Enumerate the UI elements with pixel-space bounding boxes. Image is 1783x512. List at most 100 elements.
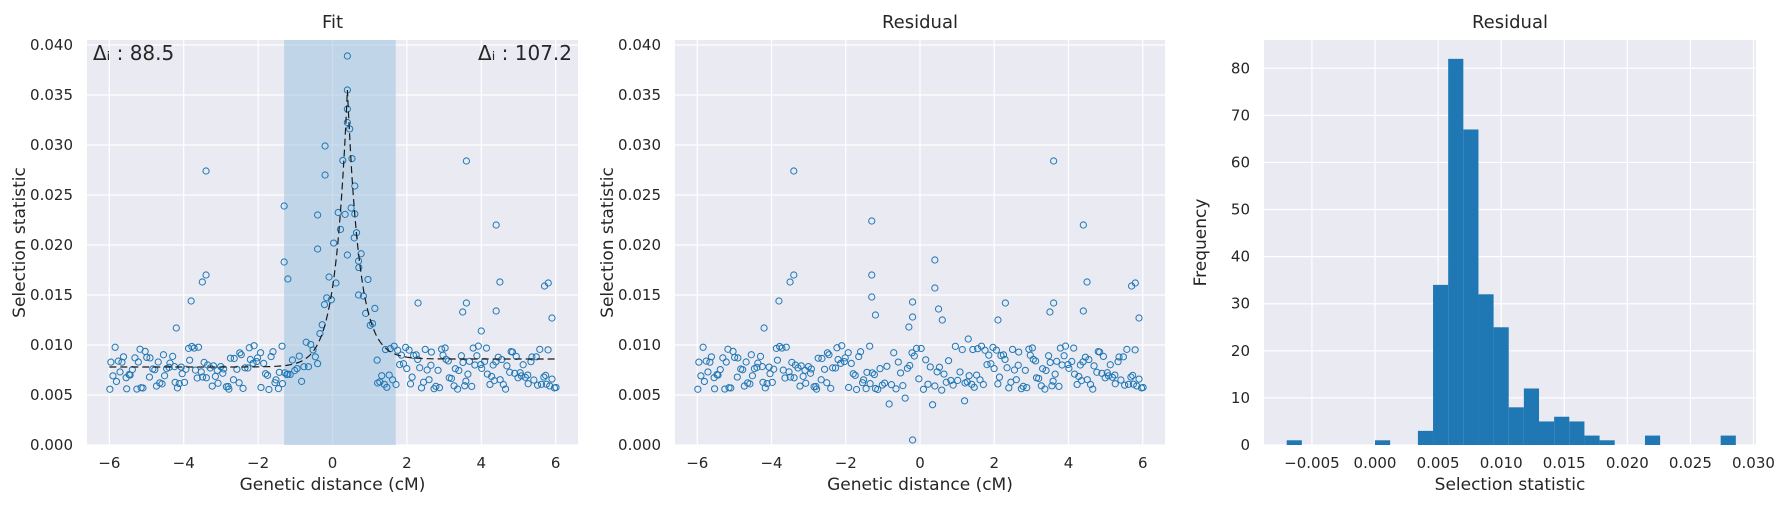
x-tick-label: −0.005 — [1284, 454, 1340, 472]
x-tick-label: 4 — [1064, 454, 1074, 472]
data-point — [866, 342, 874, 350]
y-tick-label: 0.025 — [30, 186, 73, 204]
data-point — [1119, 353, 1127, 361]
data-point — [790, 167, 798, 175]
data-point — [704, 368, 712, 376]
data-point — [368, 319, 377, 328]
data-point — [169, 352, 177, 360]
histogram-bar — [1584, 435, 1600, 445]
data-point — [548, 375, 556, 383]
data-point — [1029, 355, 1037, 363]
data-point — [320, 300, 329, 309]
data-point — [969, 345, 977, 354]
data-point — [275, 368, 283, 376]
data-point — [1041, 385, 1049, 393]
data-point — [892, 385, 900, 393]
data-point — [1051, 370, 1059, 378]
x-tick-label: 0.025 — [1669, 454, 1712, 472]
data-point — [111, 343, 119, 351]
data-point — [938, 316, 946, 324]
data-point — [519, 361, 527, 369]
data-point — [756, 352, 765, 360]
data-point — [833, 344, 841, 352]
data-point — [876, 365, 884, 373]
data-point — [432, 382, 440, 390]
y-tick-label: 0.025 — [618, 186, 661, 204]
data-point — [812, 385, 821, 393]
data-point — [1127, 282, 1136, 290]
data-point — [838, 342, 846, 350]
data-point — [492, 307, 500, 315]
data-point — [408, 373, 416, 381]
data-point — [202, 271, 210, 279]
data-point — [542, 371, 550, 379]
chart-panel-3: −0.005 0.000 0.005 0.010 0.015 0.020 0.025 0.03… — [1191, 12, 1775, 495]
data-point — [284, 275, 292, 283]
data-point — [197, 368, 205, 376]
data-point — [351, 182, 359, 190]
data-point — [230, 354, 238, 363]
data-point — [999, 351, 1008, 359]
data-point — [1111, 380, 1119, 388]
data-point — [263, 371, 272, 379]
data-point — [482, 344, 491, 352]
data-point — [341, 210, 349, 218]
data-point — [245, 344, 253, 352]
data-point — [173, 384, 182, 392]
data-point — [915, 375, 923, 383]
data-point — [786, 278, 794, 286]
data-point — [325, 273, 333, 281]
data-point — [406, 380, 415, 388]
y-tick-label: 0.010 — [618, 336, 661, 354]
data-point — [1079, 221, 1087, 229]
data-point — [761, 384, 769, 392]
chart-title: Residual — [1472, 12, 1548, 33]
data-point — [462, 377, 470, 385]
data-point — [295, 352, 303, 360]
data-point — [958, 346, 966, 354]
y-tick-label: 50 — [1231, 201, 1250, 219]
data-point — [186, 356, 194, 364]
data-point — [938, 386, 946, 394]
histogram-bar — [1508, 407, 1524, 445]
data-point — [357, 250, 365, 258]
data-point — [942, 378, 950, 386]
data-point — [378, 372, 386, 380]
data-point — [119, 353, 128, 361]
data-point — [291, 366, 299, 375]
data-point — [820, 365, 829, 373]
data-point — [250, 342, 258, 350]
data-point — [970, 383, 978, 391]
data-point — [899, 382, 907, 390]
data-point — [536, 345, 544, 353]
data-point — [742, 358, 750, 366]
y-tick-label: 0.035 — [30, 86, 73, 104]
data-point — [931, 284, 939, 292]
data-point — [371, 304, 379, 312]
data-point — [208, 382, 216, 390]
data-point — [1089, 385, 1097, 393]
y-tick-label: 20 — [1231, 342, 1250, 360]
x-axis-label: Genetic distance (cM) — [827, 475, 1013, 495]
data-point — [334, 208, 342, 217]
data-point — [236, 349, 244, 357]
y-tick-label: 0.005 — [618, 386, 661, 404]
data-point — [468, 382, 476, 390]
data-point — [542, 380, 550, 388]
data-point — [818, 354, 826, 363]
data-point — [1031, 357, 1040, 365]
data-point — [765, 363, 773, 371]
data-point — [894, 358, 902, 366]
data-point — [474, 342, 482, 350]
data-point — [107, 358, 115, 366]
data-point — [389, 376, 397, 384]
data-point — [516, 369, 524, 377]
data-point — [700, 377, 708, 386]
data-point — [202, 167, 210, 175]
data-point — [694, 385, 702, 393]
data-point — [528, 353, 536, 361]
data-point — [405, 346, 413, 354]
data-point — [847, 359, 855, 368]
data-point — [455, 366, 463, 375]
data-point — [194, 343, 203, 351]
